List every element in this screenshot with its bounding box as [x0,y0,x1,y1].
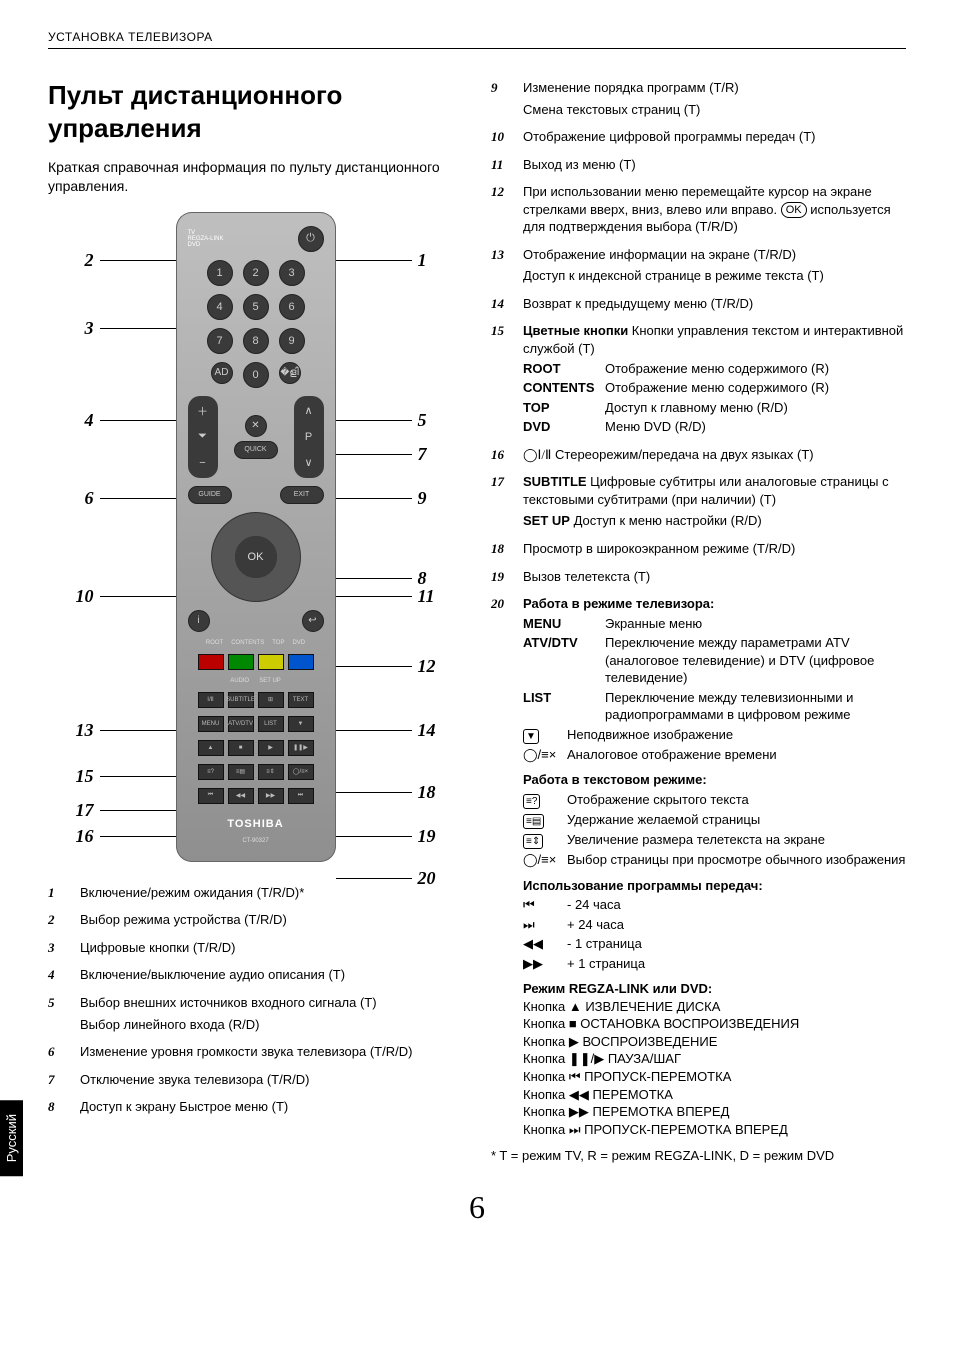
page-header: УСТАНОВКА ТЕЛЕВИЗОРА [48,30,906,49]
remote-diagram: 2346101315171615798111214181920 TV REGZA… [66,212,446,862]
remote-body: TV REGZA-LINK DVD ⏻ 123 456 789 AD0�ളി ＋… [176,212,336,862]
list-item: 11Выход из меню (T) [491,156,906,174]
language-tab: Русский [0,1100,23,1176]
left-column: Пульт дистанционного управления Краткая … [48,79,463,1163]
list-item: 6Изменение уровня громкости звука телеви… [48,1043,463,1061]
list-item: 17SUBTITLE Цифровые субтитры или аналого… [491,473,906,530]
brand-logo: TOSHIBA [227,818,283,830]
list-item: 16◯Ⅰ/Ⅱ Стереорежим/передача на двух язык… [491,446,906,464]
right-column: 9Изменение порядка программ (T/R)Смена т… [491,79,906,1163]
model-number: CT-90327 [242,838,268,844]
list-item: 20Работа в режиме телевизора:MENUЭкранны… [491,595,906,1138]
list-item: 3Цифровые кнопки (T/R/D) [48,939,463,957]
list-item: 9Изменение порядка программ (T/R)Смена т… [491,79,906,118]
list-item: 4Включение/выключение аудио описания (T) [48,966,463,984]
page-number: 6 [48,1189,906,1226]
feature-list-left: 1Включение/режим ожидания (T/R/D)* 2Выбор… [48,884,463,1116]
intro-text: Краткая справочная информация по пульту … [48,158,463,196]
list-item: 18Просмотр в широкоэкранном режиме (T/R/… [491,540,906,558]
nav-ring: OK [211,512,301,602]
page-title: Пульт дистанционного управления [48,79,463,144]
feature-list-right: 9Изменение порядка программ (T/R)Смена т… [491,79,906,1138]
list-item: 5Выбор внешних источников входного сигна… [48,994,463,1033]
power-icon: ⏻ [298,226,324,252]
list-item: 19Вызов телетекста (T) [491,568,906,586]
list-item: 8Доступ к экрану Быстрое меню (T) [48,1098,463,1116]
footnote: * T = режим TV, R = режим REGZA-LINK, D … [491,1148,906,1163]
list-item: 2Выбор режима устройства (T/R/D) [48,911,463,929]
list-item: 14Возврат к предыдущему меню (T/R/D) [491,295,906,313]
mode-switch: TV REGZA-LINK DVD [188,230,224,248]
list-item: 7Отключение звука телевизора (T/R/D) [48,1071,463,1089]
list-item: 1Включение/режим ожидания (T/R/D)* [48,884,463,902]
list-item: 10Отображение цифровой программы передач… [491,128,906,146]
list-item: 12При использовании меню перемещайте кур… [491,183,906,236]
list-item: 13Отображение информации на экране (T/R/… [491,246,906,285]
list-item: 15Цветные кнопки Кнопки управления текст… [491,322,906,435]
